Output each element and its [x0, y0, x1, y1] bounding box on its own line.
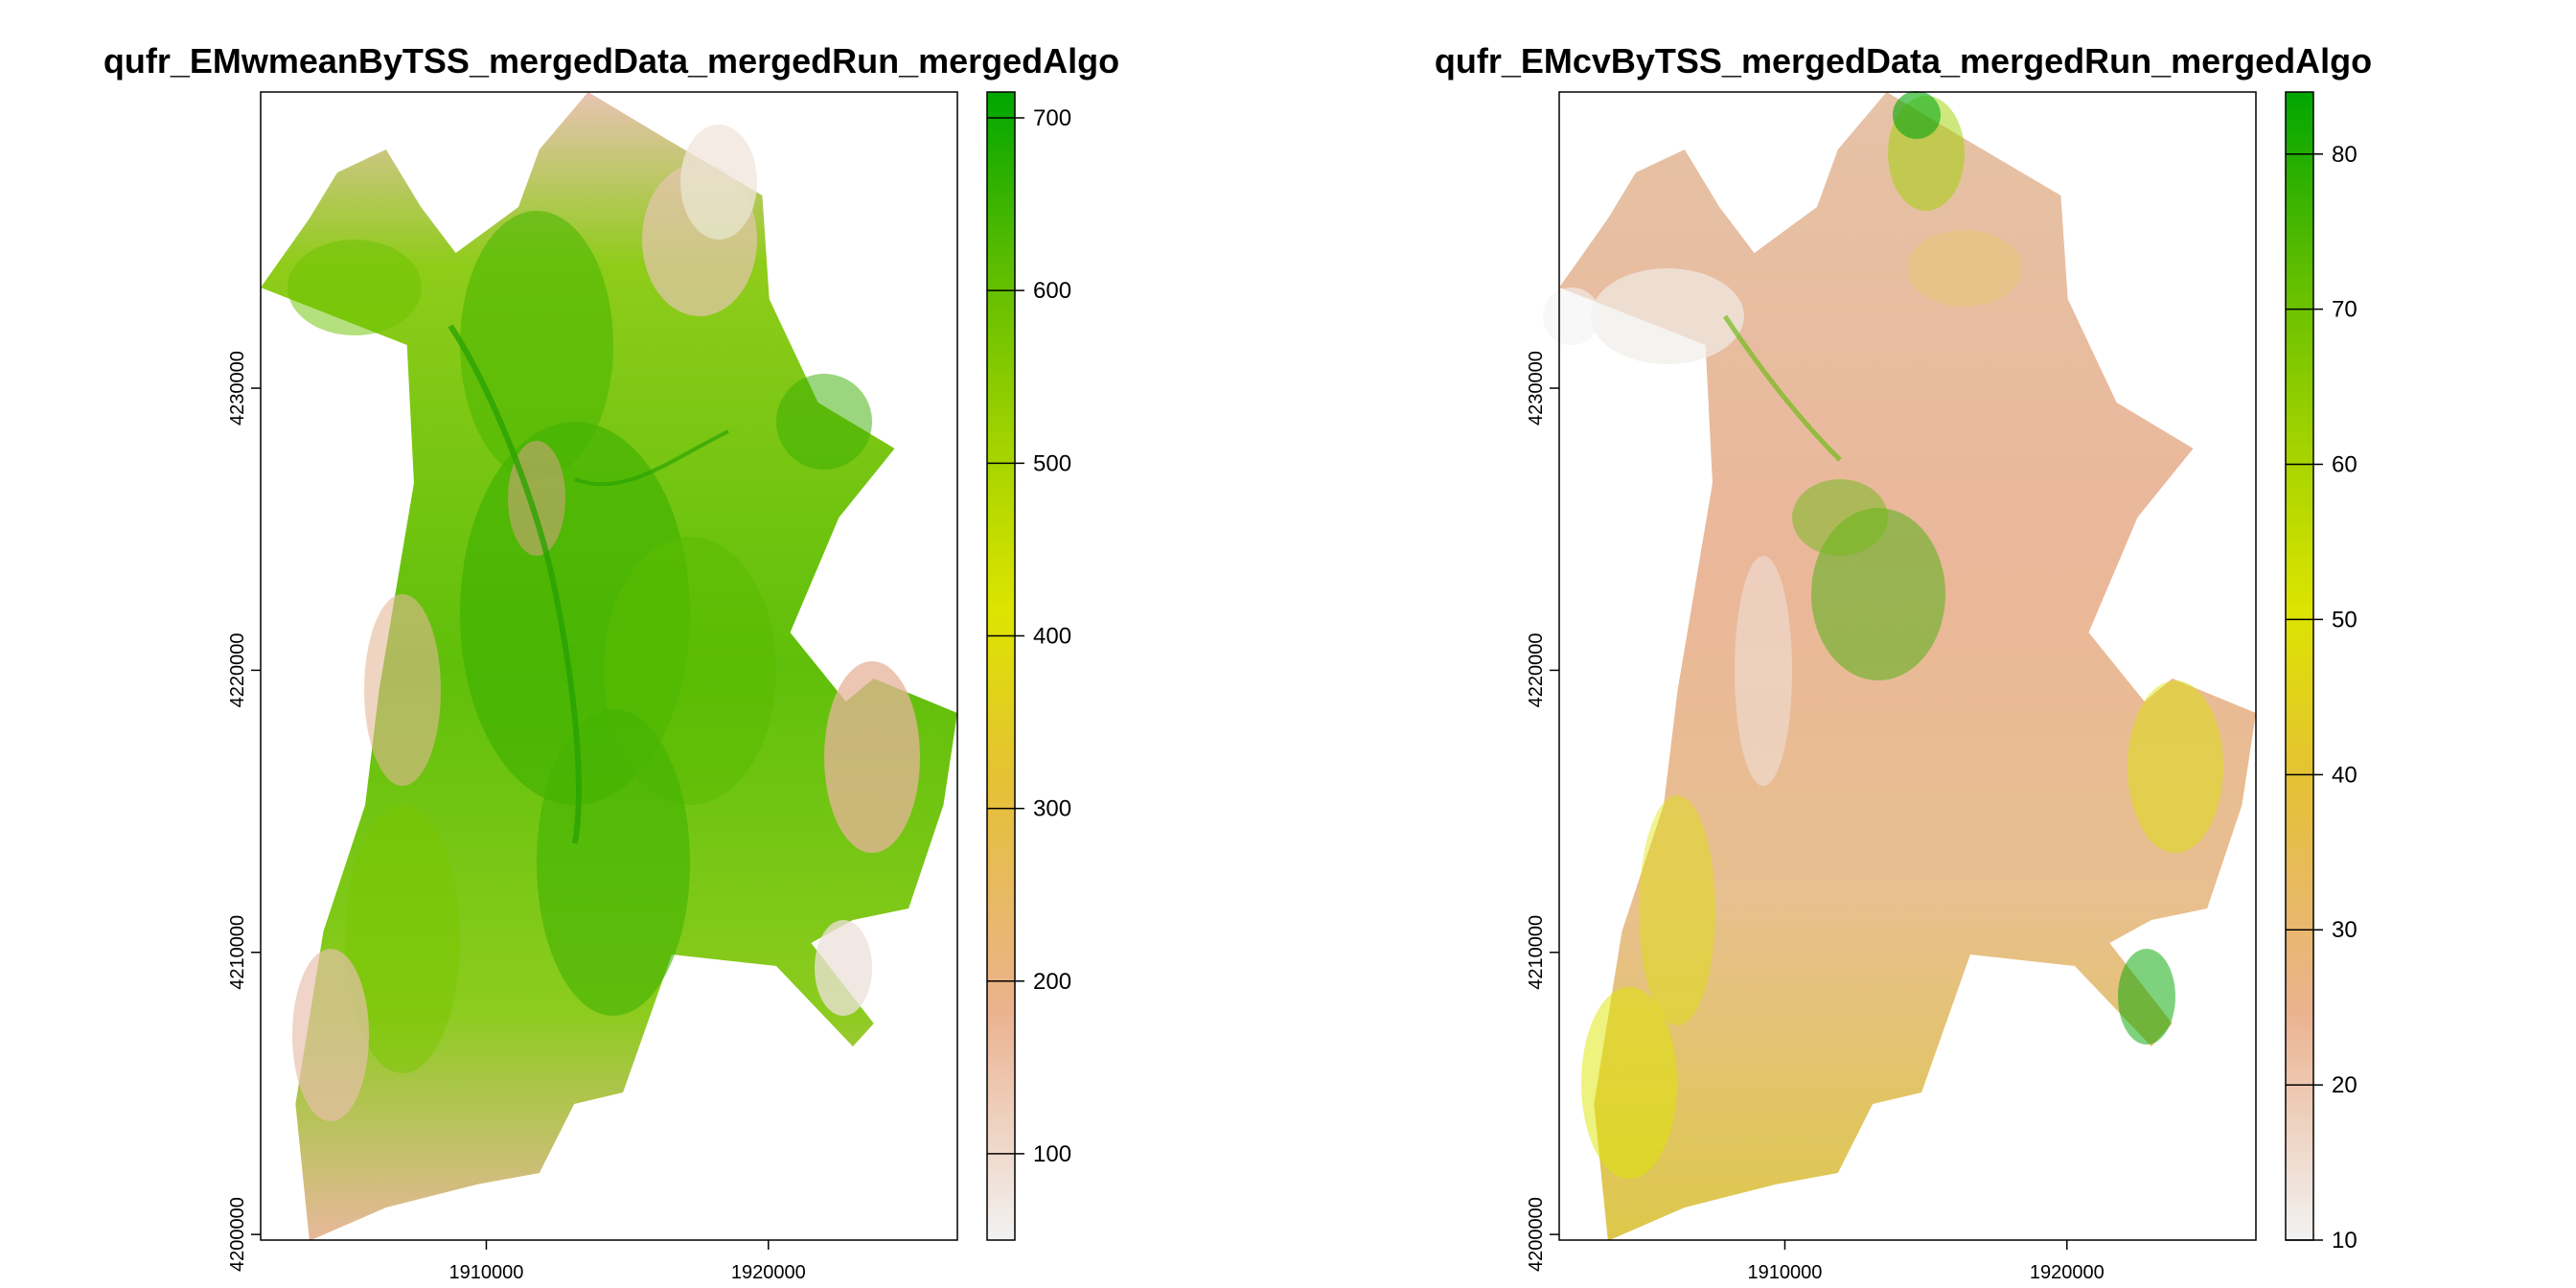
- legend-tick-label: 60: [2332, 452, 2358, 478]
- y-tick-label: 4200000: [227, 1197, 248, 1272]
- legend-tick-label: 300: [1033, 796, 1071, 822]
- legend-tick-label: 10: [2332, 1228, 2358, 1254]
- legend-tick-label: 30: [2332, 917, 2358, 943]
- legend-color-bar: [2285, 91, 2314, 1241]
- y-tick-label: 4210000: [1526, 915, 1547, 990]
- legend-tick-label: 400: [1033, 623, 1071, 649]
- x-axis: 1910000 1920000: [449, 1240, 806, 1283]
- chart-title: qufr_EMcvByTSS_mergedData_mergedRun_merg…: [1435, 41, 2372, 80]
- color-legend: 10 20 30 40 50 60 70 80: [2285, 91, 2358, 1254]
- x-tick-label: 1920000: [2030, 1262, 2104, 1283]
- legend-tick-label: 200: [1033, 969, 1071, 995]
- y-tick-label: 4230000: [1526, 351, 1547, 426]
- y-tick-label: 4200000: [1526, 1197, 1547, 1272]
- map-raster: [261, 92, 957, 1241]
- legend-tick-label: 500: [1033, 450, 1071, 476]
- chart-title: qufr_EMwmeanByTSS_mergedData_mergedRun_m…: [104, 41, 1119, 80]
- plot-frame: [260, 91, 958, 1241]
- x-tick-label: 1920000: [731, 1262, 806, 1283]
- x-tick-label: 1910000: [449, 1262, 524, 1283]
- y-axis: 4200000 4210000 4220000 4230000: [1526, 351, 1559, 1272]
- map-raster: [1543, 91, 2256, 1241]
- x-tick-label: 1910000: [1748, 1262, 1823, 1283]
- panel-cv: qufr_EMcvByTSS_mergedData_mergedRun_merg…: [1435, 41, 2372, 1283]
- y-tick-label: 4220000: [1526, 632, 1547, 707]
- legend-tick-label: 20: [2332, 1072, 2358, 1098]
- color-legend: 100 200 300 400 500 600 700: [986, 91, 1071, 1241]
- y-axis: 4200000 4210000 4220000 4230000: [227, 351, 261, 1272]
- panel-mean: qufr_EMwmeanByTSS_mergedData_mergedRun_m…: [104, 41, 1119, 1283]
- legend-tick-label: 700: [1033, 105, 1071, 131]
- legend-tick-label: 50: [2332, 607, 2358, 632]
- legend-tick-label: 100: [1033, 1141, 1071, 1167]
- legend-tick-label: 70: [2332, 297, 2358, 323]
- y-tick-label: 4210000: [227, 915, 248, 990]
- raster-texture: [288, 125, 920, 1121]
- y-tick-label: 4220000: [227, 632, 248, 707]
- plot-frame: [1558, 91, 2257, 1241]
- y-tick-label: 4230000: [227, 351, 248, 426]
- legend-tick-label: 80: [2332, 142, 2358, 168]
- legend-tick-label: 600: [1033, 278, 1071, 304]
- x-axis: 1910000 1920000: [1748, 1240, 2104, 1283]
- legend-color-bar: [986, 91, 1016, 1241]
- raster-texture: [1543, 91, 2223, 1179]
- legend-tick-label: 40: [2332, 762, 2358, 788]
